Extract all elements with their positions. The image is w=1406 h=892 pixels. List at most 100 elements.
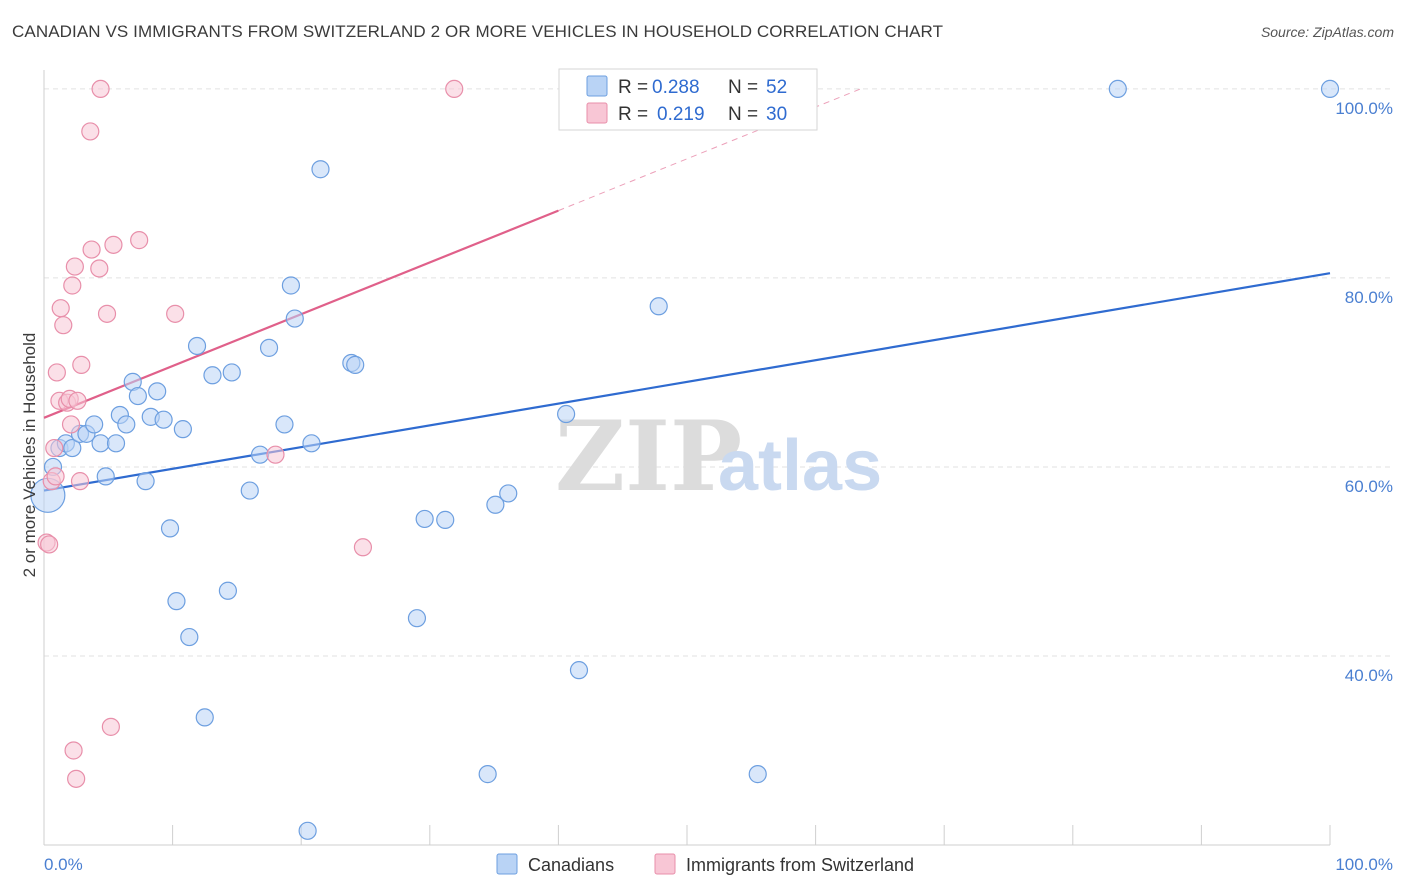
y-tick-label-1: 60.0% xyxy=(1345,477,1393,496)
y-tick-label-0: 40.0% xyxy=(1345,666,1393,685)
point-canadians-22 xyxy=(180,627,199,647)
point-swiss-25 xyxy=(101,717,120,736)
point-swiss-23 xyxy=(97,304,117,323)
gridlines xyxy=(44,88,1390,657)
legend-n-value-swiss: 30 xyxy=(766,104,787,125)
point-canadians-45 xyxy=(557,404,576,424)
point-swiss-26 xyxy=(130,231,149,250)
y-axis-label: 2 or more Vehicles in Household xyxy=(20,333,39,578)
point-swiss-1 xyxy=(40,535,59,554)
point-canadians-40 xyxy=(415,509,434,529)
point-canadians-50 xyxy=(1108,79,1127,99)
legend-n-label-swiss: N = xyxy=(728,104,758,125)
point-swiss-5 xyxy=(47,363,66,382)
point-swiss-14 xyxy=(68,391,87,410)
legend-r-value-swiss: 0.219 xyxy=(657,104,705,125)
point-canadians-42 xyxy=(478,765,497,784)
data-points xyxy=(30,79,1340,840)
point-swiss-12 xyxy=(63,276,82,295)
legend-r-label-canadians: R = xyxy=(618,77,648,98)
point-canadians-29 xyxy=(250,445,270,464)
y-tick-label-2: 80.0% xyxy=(1345,288,1393,307)
point-swiss-16 xyxy=(72,355,91,374)
point-swiss-19 xyxy=(81,122,100,141)
correlation-legend: R = 0.288 N = 52 R = 0.219 N = 30 xyxy=(558,68,818,131)
point-swiss-21 xyxy=(90,259,109,278)
point-canadians-27 xyxy=(222,363,241,382)
legend-r-label-swiss: R = xyxy=(618,104,648,125)
point-canadians-21 xyxy=(173,420,192,439)
point-swiss-4 xyxy=(46,467,65,486)
bottom-legend-label-canadians: Canadians xyxy=(528,855,614,875)
point-canadians-15 xyxy=(136,472,155,491)
point-canadians-47 xyxy=(649,297,668,316)
point-swiss-22 xyxy=(91,79,110,99)
point-canadians-46 xyxy=(569,661,589,680)
point-canadians-17 xyxy=(148,382,167,401)
point-canadians-39 xyxy=(407,609,427,628)
point-swiss-7 xyxy=(51,299,70,318)
x-tick-labels: 0.0% 100.0% xyxy=(44,855,1393,874)
point-swiss-11 xyxy=(61,415,81,434)
bottom-legend-swatch-swiss xyxy=(654,853,676,875)
point-swiss-29 xyxy=(353,538,373,557)
point-canadians-34 xyxy=(298,821,317,840)
series-legend: Canadians Immigrants from Switzerland xyxy=(496,853,914,875)
point-canadians-35 xyxy=(302,434,321,453)
point-canadians-38 xyxy=(346,355,365,374)
y-tick-label-3: 100.0% xyxy=(1335,99,1393,118)
point-swiss-30 xyxy=(445,79,464,99)
x-tick-label-1: 100.0% xyxy=(1335,855,1393,874)
point-swiss-28 xyxy=(266,445,285,464)
point-canadians-26 xyxy=(218,581,237,600)
point-canadians-8 xyxy=(91,434,110,453)
point-canadians-33 xyxy=(285,309,304,328)
point-swiss-8 xyxy=(54,316,73,335)
x-axis-ticks xyxy=(172,825,1331,845)
point-canadians-18 xyxy=(154,410,173,429)
point-canadians-24 xyxy=(195,708,214,727)
point-swiss-27 xyxy=(166,304,185,323)
point-canadians-19 xyxy=(160,519,180,538)
legend-swatch-swiss xyxy=(586,102,608,124)
legend-n-label-canadians: N = xyxy=(728,77,758,98)
point-canadians-41 xyxy=(436,510,455,529)
point-canadians-10 xyxy=(106,434,126,453)
point-canadians-30 xyxy=(259,338,279,357)
watermark: ZIP atlas xyxy=(555,400,882,513)
point-canadians-48 xyxy=(748,765,767,784)
watermark-zip: ZIP xyxy=(555,400,742,513)
point-canadians-44 xyxy=(499,484,518,503)
chart-source: Source: ZipAtlas.com xyxy=(1260,24,1394,40)
y-tick-labels: 40.0% 60.0% 80.0% 100.0% xyxy=(1335,99,1393,685)
point-canadians-12 xyxy=(117,415,136,434)
point-swiss-17 xyxy=(64,741,83,760)
point-canadians-36 xyxy=(311,160,330,179)
point-canadians-9 xyxy=(96,467,115,486)
bottom-legend-label-swiss: Immigrants from Switzerland xyxy=(686,855,914,875)
point-canadians-20 xyxy=(167,592,186,611)
point-swiss-20 xyxy=(82,240,101,259)
legend-swatch-canadians xyxy=(586,75,608,97)
x-tick-label-0: 0.0% xyxy=(44,855,83,874)
point-swiss-13 xyxy=(65,257,84,276)
point-swiss-18 xyxy=(67,769,86,788)
point-swiss-15 xyxy=(70,472,90,491)
legend-n-value-canadians: 52 xyxy=(766,77,787,98)
point-canadians-43 xyxy=(486,495,505,514)
point-canadians-31 xyxy=(275,415,294,434)
point-swiss-3 xyxy=(45,438,64,458)
watermark-atlas: atlas xyxy=(718,426,882,506)
point-canadians-51 xyxy=(1320,79,1340,99)
point-canadians-32 xyxy=(281,276,301,295)
point-canadians-14 xyxy=(128,386,147,406)
bottom-legend-swatch-canadians xyxy=(496,853,518,875)
chart-title: CANADIAN VS IMMIGRANTS FROM SWITZERLAND … xyxy=(12,22,944,41)
point-canadians-4 xyxy=(63,438,82,458)
point-canadians-7 xyxy=(85,415,104,434)
point-canadians-23 xyxy=(187,336,207,356)
point-swiss-24 xyxy=(104,235,123,254)
legend-r-value-canadians: 0.288 xyxy=(652,77,700,98)
point-canadians-28 xyxy=(240,481,259,500)
